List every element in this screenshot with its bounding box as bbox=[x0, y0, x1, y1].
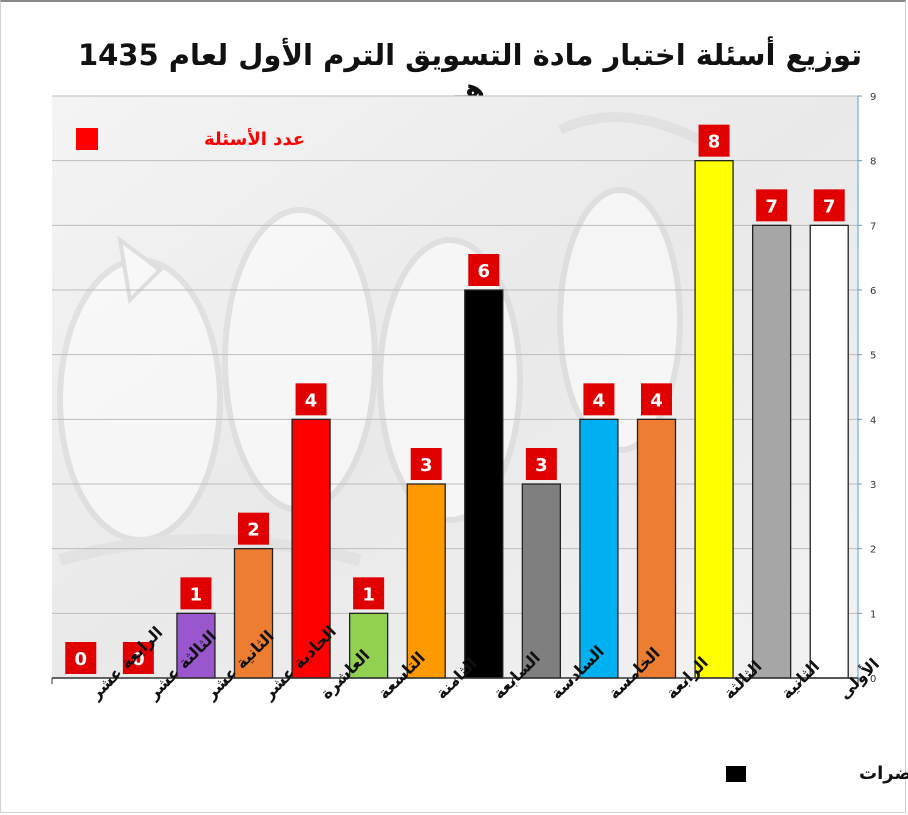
data-label: 4 bbox=[305, 390, 318, 411]
data-label-box bbox=[180, 577, 212, 610]
data-label-box bbox=[122, 642, 154, 674]
data-label: 6 bbox=[478, 261, 491, 282]
bar bbox=[521, 483, 562, 679]
data-label-box bbox=[756, 189, 788, 222]
y-tick-label: 8 bbox=[870, 157, 876, 168]
legend-label-series: عدد الأسئلة bbox=[204, 128, 305, 150]
data-label-box bbox=[65, 642, 97, 674]
data-label-box bbox=[813, 189, 845, 222]
bar bbox=[809, 224, 849, 679]
legend-swatch-series bbox=[76, 128, 98, 150]
y-tick-label: 1 bbox=[870, 609, 876, 620]
y-tick-label: 3 bbox=[870, 480, 876, 491]
data-label-box bbox=[698, 124, 730, 157]
data-label: 0 bbox=[75, 649, 88, 670]
data-label-box bbox=[238, 512, 269, 545]
data-label-box bbox=[410, 448, 442, 480]
bar bbox=[579, 418, 619, 679]
data-label: 1 bbox=[362, 584, 375, 605]
data-label: 4 bbox=[650, 390, 663, 411]
data-label-box bbox=[525, 448, 557, 480]
data-label-box bbox=[583, 383, 615, 416]
data-label: 7 bbox=[765, 196, 778, 217]
bar bbox=[233, 548, 274, 679]
data-label: 4 bbox=[593, 390, 606, 411]
legend-swatch-axis bbox=[726, 766, 746, 782]
y-tick-label: 6 bbox=[870, 286, 876, 297]
bar bbox=[751, 224, 792, 679]
data-label: 2 bbox=[247, 520, 260, 541]
data-label: 7 bbox=[823, 196, 836, 217]
data-label: 1 bbox=[190, 584, 203, 605]
bar bbox=[176, 612, 216, 679]
data-label: 3 bbox=[420, 455, 433, 476]
bar bbox=[406, 483, 446, 679]
data-label-box bbox=[641, 383, 672, 416]
bar bbox=[348, 612, 389, 679]
y-tick-label: 9 bbox=[870, 92, 876, 103]
data-label: 3 bbox=[535, 455, 548, 476]
bar bbox=[636, 418, 677, 679]
y-tick-label: 7 bbox=[870, 221, 876, 232]
y-tick-label: 4 bbox=[870, 415, 876, 426]
data-label: 8 bbox=[708, 132, 721, 153]
data-label-box bbox=[353, 577, 385, 610]
x-axis-title: المحاضرات bbox=[859, 763, 908, 784]
y-tick-label: 5 bbox=[870, 351, 876, 362]
data-label-box bbox=[468, 254, 500, 286]
data-label-box bbox=[295, 383, 327, 416]
y-tick-label: 2 bbox=[870, 545, 876, 556]
bar bbox=[464, 289, 504, 679]
bar bbox=[694, 160, 734, 679]
y-tick-label: 0 bbox=[870, 674, 876, 685]
data-label: 0 bbox=[132, 649, 145, 670]
